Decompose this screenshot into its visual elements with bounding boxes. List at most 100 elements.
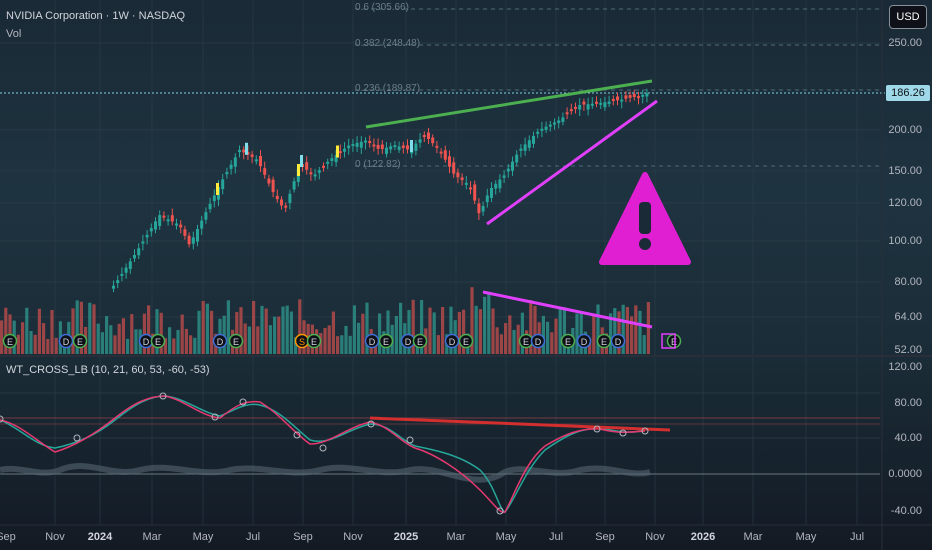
volume-bar	[54, 337, 58, 354]
volume-bar	[184, 328, 188, 354]
volume-bar	[235, 312, 239, 354]
volume-bar	[201, 301, 205, 354]
candle	[540, 128, 544, 131]
oscillator-title[interactable]: WT_CROSS_LB (10, 21, 60, 53, -60, -53)	[6, 364, 210, 376]
event-marker-label: E	[565, 337, 571, 347]
volume-bar	[361, 313, 365, 354]
last-price-tag: 186.26	[886, 85, 930, 101]
volume-bar	[323, 327, 327, 354]
candle	[166, 219, 170, 222]
volume-bar	[21, 322, 25, 354]
candle	[330, 158, 334, 161]
candle	[359, 141, 363, 148]
candle	[565, 112, 569, 115]
price-axis-tick: 250.00	[888, 37, 922, 49]
candle	[553, 122, 556, 125]
volume-bar	[239, 307, 243, 354]
candle	[250, 154, 254, 157]
volume-bar	[0, 320, 4, 354]
event-marker-label: E	[463, 337, 469, 347]
volume-bar	[46, 338, 50, 354]
volume-bar	[508, 315, 512, 354]
volume-bar	[588, 338, 592, 354]
volume-bar	[478, 309, 482, 354]
event-marker-e	[72, 333, 88, 349]
volume-bar	[457, 311, 461, 354]
volume-bar	[340, 335, 344, 354]
volume-bar	[331, 311, 335, 354]
symbol-title[interactable]: NVIDIA Corporation · 1W · NASDAQ	[6, 10, 186, 22]
candle	[170, 215, 174, 222]
event-marker-label: E	[601, 337, 607, 347]
volume-bar	[407, 309, 411, 354]
volume-bar	[436, 335, 440, 354]
event-marker-label: E	[523, 337, 529, 347]
event-marker-label: D	[581, 337, 588, 347]
resistance-trendline	[365, 79, 653, 129]
candle	[158, 215, 162, 226]
candle	[582, 101, 586, 105]
volume-bar	[487, 291, 491, 354]
event-marker-e	[378, 333, 394, 349]
candle	[460, 177, 464, 181]
candle	[452, 162, 456, 174]
event-marker-label: D	[405, 337, 412, 347]
volume-bar	[205, 303, 209, 354]
time-axis-label: Jul	[849, 531, 865, 543]
volume-bar	[642, 335, 646, 354]
event-marker-label: D	[369, 337, 376, 347]
event-marker-label: E	[233, 337, 239, 347]
candle	[221, 179, 225, 190]
price-axis-tick: 150.00	[888, 165, 922, 177]
candle	[557, 120, 561, 124]
candle	[204, 212, 208, 220]
candle	[200, 220, 204, 229]
event-marker-label: D	[615, 337, 622, 347]
candle	[536, 131, 540, 134]
event-marker-label: E	[77, 337, 83, 347]
volume-label[interactable]: Vol	[6, 28, 22, 40]
candle	[427, 132, 430, 139]
candle	[519, 148, 523, 151]
volume-bar	[168, 327, 172, 354]
wt-divergence-line	[369, 416, 671, 432]
event-marker-d	[364, 333, 380, 349]
volume-bar	[289, 311, 293, 354]
candle	[586, 104, 590, 110]
candle	[225, 172, 229, 175]
time-axis-label: Mar	[142, 531, 162, 543]
candle	[456, 172, 460, 178]
volume-bar	[71, 308, 75, 354]
candle	[317, 170, 321, 173]
candle	[418, 139, 422, 143]
volume-bar	[579, 311, 583, 354]
event-marker-d	[530, 333, 546, 349]
volume-bar	[319, 333, 323, 354]
event-marker-label: S	[299, 337, 305, 347]
candle	[238, 150, 241, 153]
volume-bar	[126, 338, 130, 354]
osc-axis-tick: 120.00	[888, 361, 922, 373]
candle	[133, 255, 136, 259]
volume-bar	[546, 321, 550, 354]
time-axis-label: Mar	[743, 531, 763, 543]
candle	[490, 188, 493, 198]
volume-bar	[512, 329, 516, 354]
price-axis-tick: 64.00	[894, 311, 922, 323]
volume-bar	[50, 310, 54, 354]
candle	[137, 248, 141, 256]
warning-triangle-icon	[599, 172, 691, 265]
volume-bar	[592, 315, 596, 354]
volume-bar	[252, 301, 256, 354]
candle	[569, 109, 573, 112]
osc-axis-tick: -40.00	[890, 505, 922, 517]
currency-button[interactable]: USD	[889, 5, 927, 29]
event-marker-e	[412, 333, 428, 349]
volume-bar	[625, 307, 629, 354]
volume-bar	[243, 323, 247, 354]
volume-bar	[357, 322, 361, 354]
candle	[397, 146, 401, 150]
time-axis-label: Jul	[245, 531, 261, 543]
